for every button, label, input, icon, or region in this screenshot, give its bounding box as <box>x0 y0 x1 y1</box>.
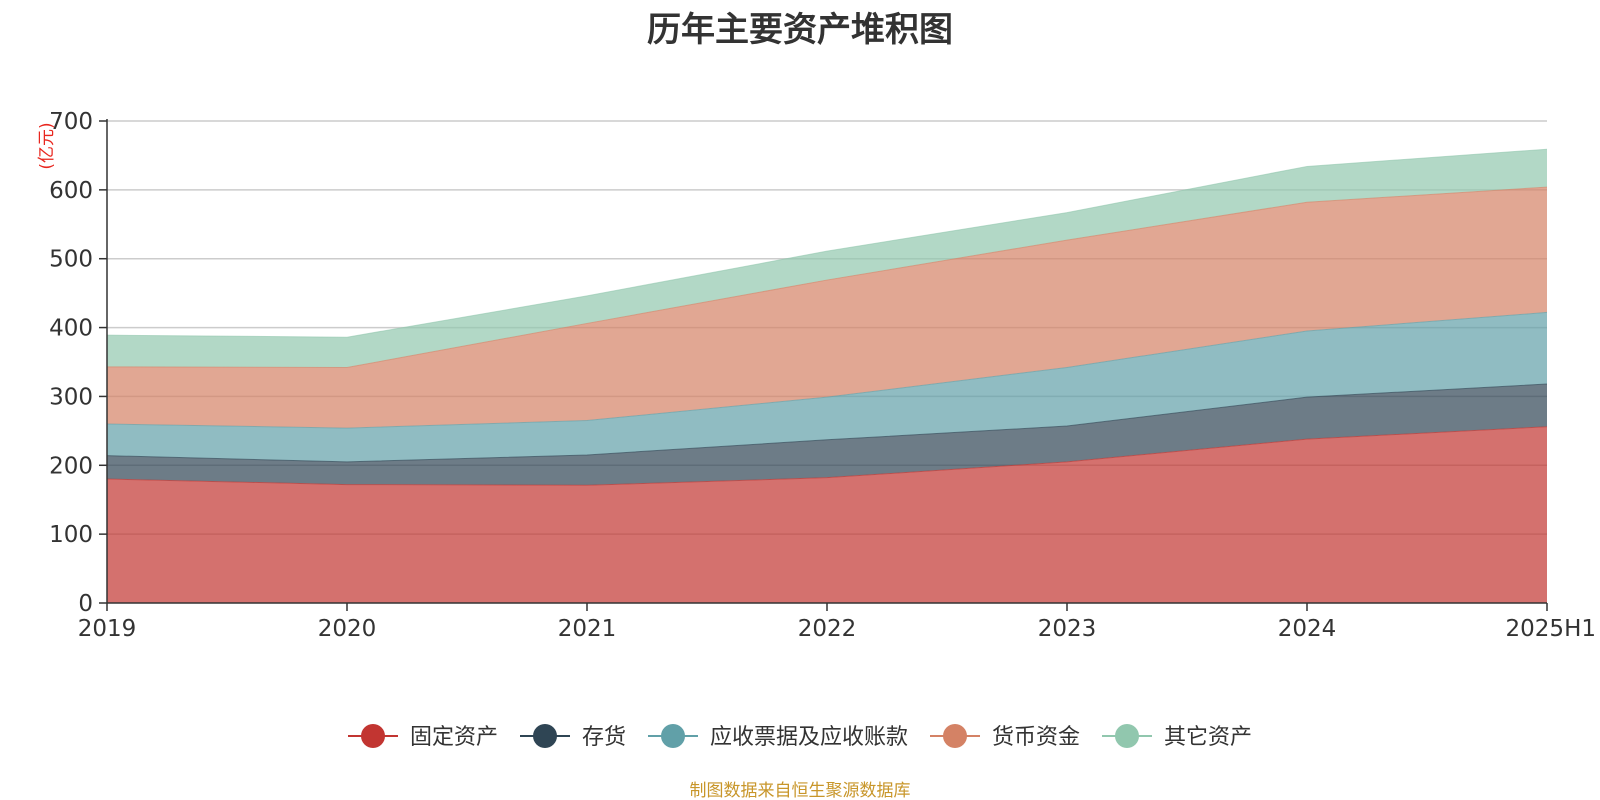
area-line-3 <box>106 186 1548 369</box>
legend: 固定资产 存货 应收票据及应收账款 货币资金 其它资产 <box>348 724 1252 750</box>
y-tick-label: 600 <box>49 178 93 204</box>
legend-marker <box>361 724 385 748</box>
chart-title: 历年主要资产堆积图 <box>647 10 953 50</box>
x-tick-label: 2019 <box>78 616 137 642</box>
source-note: 制图数据来自恒生聚源数据库 <box>689 781 911 800</box>
legend-label: 存货 <box>582 725 626 750</box>
y-tick-label: 0 <box>78 591 93 617</box>
area-series-0 <box>107 426 1547 603</box>
y-tick-label: 200 <box>49 453 93 479</box>
area-series-1 <box>107 384 1547 486</box>
x-tick-label: 2020 <box>318 616 377 642</box>
legend-label: 固定资产 <box>410 725 498 750</box>
y-tick-label: 400 <box>49 316 93 342</box>
legend-marker <box>943 724 967 748</box>
legend-label: 其它资产 <box>1164 725 1252 750</box>
x-tick-label: 2023 <box>1038 616 1097 642</box>
area-series <box>106 148 1548 603</box>
legend-label: 应收票据及应收账款 <box>710 725 908 750</box>
legend-marker <box>1115 724 1139 748</box>
area-line-0 <box>106 426 1548 486</box>
y-tick-label: 500 <box>49 247 93 273</box>
axes: 0 100 200 300 400 500 600 700(亿元) 2019 2020 2021 20… <box>37 109 1596 642</box>
legend-item-3: 货币资金 <box>930 724 1080 750</box>
y-tick-label: 700 <box>49 109 93 135</box>
legend-marker <box>661 724 685 748</box>
y-tick-label: 100 <box>49 522 93 548</box>
legend-item-0: 固定资产 <box>348 724 498 750</box>
legend-marker <box>533 724 557 748</box>
legend-item-4: 其它资产 <box>1102 724 1252 750</box>
area-line-2 <box>106 311 1548 429</box>
legend-label: 货币资金 <box>992 725 1080 750</box>
x-tick-label: 2022 <box>798 616 857 642</box>
area-series-3 <box>107 187 1547 429</box>
legend-item-1: 存货 <box>520 724 626 750</box>
legend-item-2: 应收票据及应收账款 <box>648 724 908 750</box>
y-axis-unit: (亿元) <box>37 122 57 169</box>
area-line-1 <box>106 383 1548 463</box>
x-tick-label: 2024 <box>1278 616 1337 642</box>
x-tick-label: 2021 <box>558 616 617 642</box>
x-tick-label: 2025H1 <box>1506 616 1596 642</box>
area-series-4 <box>107 149 1547 368</box>
area-line-4 <box>106 148 1548 338</box>
y-tick-label: 300 <box>49 384 93 410</box>
